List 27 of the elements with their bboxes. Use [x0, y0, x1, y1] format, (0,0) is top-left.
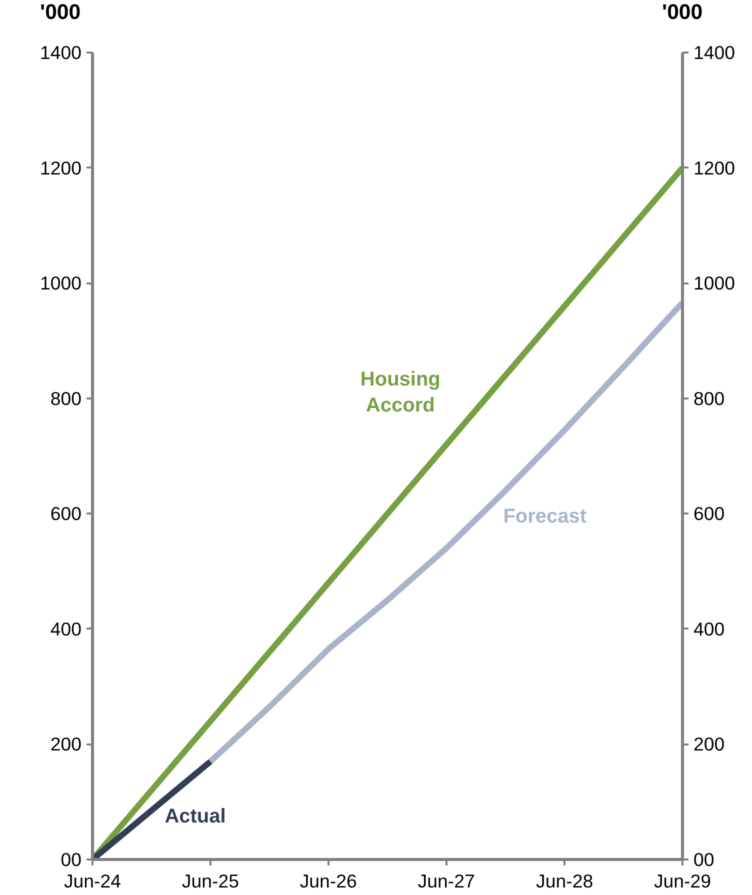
y-tick-label: 1400 — [40, 42, 82, 63]
y2-axis-title: '000 — [662, 0, 703, 25]
y2-tick-label: 800 — [694, 388, 725, 409]
x-tick-label: Jun-28 — [536, 870, 594, 892]
y-axis-title: '000 — [40, 0, 81, 25]
y-tick-label: 200 — [50, 734, 82, 755]
y-tick-label: 800 — [50, 388, 82, 409]
series-label: Actual — [164, 806, 226, 828]
x-tick-label: Jun-29 — [654, 870, 712, 892]
y-tick-label: 00 — [60, 849, 82, 870]
y-tick-label: 600 — [50, 503, 82, 524]
y2-tick-label: 400 — [694, 618, 725, 640]
x-tick-label: Jun-24 — [64, 870, 122, 892]
x-tick-label: Jun-25 — [182, 870, 239, 892]
y2-tick-label: 200 — [694, 734, 725, 755]
y-tick-label: 1000 — [40, 272, 82, 294]
y2-tick-label: 1000 — [694, 272, 736, 294]
x-tick-label: Jun-26 — [300, 870, 357, 892]
series-label: Forecast — [503, 506, 587, 528]
y2-tick-label: 1200 — [694, 157, 736, 178]
y-tick-label: 400 — [50, 618, 82, 640]
x-tick-label: Jun-27 — [418, 870, 475, 892]
y-tick-label: 1200 — [40, 157, 82, 178]
series-label: Housing Accord — [360, 368, 440, 417]
y2-tick-label: 1400 — [694, 42, 736, 63]
y2-tick-label: 00 — [694, 849, 714, 870]
y2-tick-label: 600 — [694, 503, 725, 524]
